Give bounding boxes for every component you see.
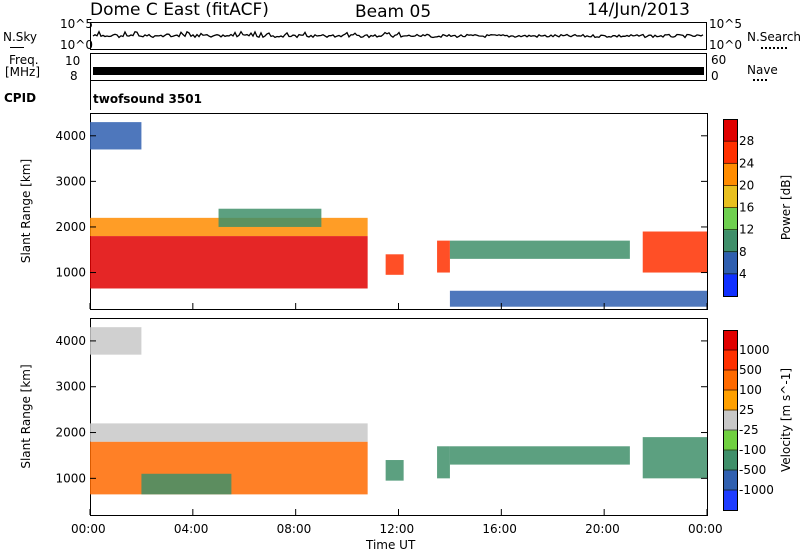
colorbar-tick-label-velocity-4: -25 xyxy=(739,423,759,437)
colorbar-tick-label-velocity-6: -500 xyxy=(739,463,766,477)
colorbar-swatch-velocity-5 xyxy=(723,390,737,411)
x-tick-label-0: 00:00 xyxy=(71,522,106,536)
colorbar-swatch-velocity-2 xyxy=(723,450,737,471)
noise-trace xyxy=(92,30,704,39)
x-tick-label-1: 04:00 xyxy=(173,522,209,536)
y-tick-label-velocity-0: 1000 xyxy=(55,471,86,485)
cpid-label: CPID xyxy=(4,91,37,105)
colorbar-tick-label-velocity-2: 100 xyxy=(739,383,762,397)
colorbar-swatch-velocity-8 xyxy=(723,330,737,351)
y-axis-title-power: Slant Range [km] xyxy=(19,159,33,263)
x-tick-label-3: 12:00 xyxy=(379,522,415,536)
colorbar-swatch-velocity-1 xyxy=(723,470,737,491)
noise-tick-left-high: 10^5 xyxy=(60,17,93,31)
station-title: Dome C East (fitACF) xyxy=(90,0,269,20)
freq-strip xyxy=(90,53,707,81)
colorbar-swatch-velocity-3 xyxy=(723,430,737,451)
nsky-label: N.Sky xyxy=(3,30,38,44)
y-tick-label-power-1: 2000 xyxy=(55,220,86,234)
nave-tick-high: 60 xyxy=(711,53,727,67)
echo-region-power-6 xyxy=(449,240,630,259)
colorbar-swatch-power-5 xyxy=(723,163,737,186)
freq-tick-low: 8 xyxy=(70,69,78,83)
colorbar-swatch-power-7 xyxy=(723,119,737,142)
y-axis-title-velocity: Slant Range [km] xyxy=(19,364,33,468)
colorbar-title-power: Power [dB] xyxy=(779,175,793,240)
noise-tick-right-low: 10^0 xyxy=(709,38,742,52)
colorbar-swatch-velocity-4 xyxy=(723,410,737,431)
colorbar-frame-power xyxy=(723,119,738,297)
nave-label: Nave xyxy=(747,63,778,77)
colorbar-frame-velocity xyxy=(723,330,738,511)
colorbar-tick-label-velocity-0: 1000 xyxy=(739,343,770,357)
colorbar-tick-label-power-6: 28 xyxy=(739,134,754,148)
x-tick-label-4: 16:00 xyxy=(482,522,517,536)
colorbar-tick-label-power-4: 20 xyxy=(739,178,754,192)
y-tick-label-velocity-1: 2000 xyxy=(55,426,86,440)
noise-strip xyxy=(90,22,707,50)
beam-title: Beam 05 xyxy=(355,2,432,22)
echo-region-power-7 xyxy=(642,231,707,273)
echo-region-velocity-6 xyxy=(449,446,630,465)
colorbar-tick-label-velocity-1: 500 xyxy=(739,363,762,377)
x-tick-label-2: 08:00 xyxy=(276,522,312,536)
x-axis-title: Time UT xyxy=(366,538,416,552)
y-tick-label-velocity-3: 4000 xyxy=(55,334,86,348)
colorbar-tick-label-power-2: 12 xyxy=(739,223,754,237)
colorbar-tick-label-power-0: 4 xyxy=(739,267,747,281)
date-title: 14/Jun/2013 xyxy=(587,0,690,20)
colorbar-tick-label-velocity-5: -100 xyxy=(739,443,766,457)
nsearch-label: N.Search xyxy=(747,30,800,44)
y-tick-label-velocity-2: 3000 xyxy=(55,380,86,394)
colorbar-tick-label-power-1: 8 xyxy=(739,245,747,259)
x-tick-label-5: 20:00 xyxy=(585,522,620,536)
echo-region-power-8 xyxy=(449,290,707,307)
x-tick-label-6: 00:00 xyxy=(688,522,723,536)
echo-region-velocity-5 xyxy=(437,446,450,479)
y-tick-label-power-2: 3000 xyxy=(55,174,86,188)
colorbar-swatch-velocity-7 xyxy=(723,350,737,371)
echo-region-power-4 xyxy=(385,254,404,275)
y-tick-label-power-3: 4000 xyxy=(55,129,86,143)
freq-unit-label: [MHz] xyxy=(5,65,41,79)
echo-region-velocity-3 xyxy=(141,473,232,495)
echo-region-power-3 xyxy=(218,208,322,227)
noise-tick-left-low: 10^0 xyxy=(60,38,93,52)
colorbar-swatch-velocity-6 xyxy=(723,370,737,391)
cpid-divider xyxy=(90,81,91,110)
echo-region-power-5 xyxy=(437,240,450,273)
colorbar-swatch-velocity-0 xyxy=(723,490,737,511)
colorbar-swatch-power-2 xyxy=(723,229,737,253)
colorbar-tick-label-power-3: 16 xyxy=(739,201,754,215)
colorbar-swatch-power-6 xyxy=(723,141,737,164)
echo-region-velocity-2 xyxy=(90,423,368,442)
noise-tick-right-high: 10^5 xyxy=(709,17,742,31)
colorbar-swatch-power-0 xyxy=(723,273,737,297)
echo-region-power-1 xyxy=(90,236,368,289)
echo-region-velocity-4 xyxy=(385,460,404,481)
nave-tick-low: 0 xyxy=(711,69,719,83)
colorbar-tick-label-power-5: 24 xyxy=(739,156,754,170)
echo-region-velocity-0 xyxy=(90,327,142,355)
echo-region-power-0 xyxy=(90,122,142,150)
colorbar-swatch-power-1 xyxy=(723,251,737,275)
nsky-line-key xyxy=(10,47,24,48)
freq-label: Freq. xyxy=(9,53,39,67)
freq-tick-high: 10 xyxy=(65,54,81,68)
echo-region-velocity-7 xyxy=(642,437,707,479)
colorbar-tick-label-velocity-7: -1000 xyxy=(739,483,774,497)
freq-trace xyxy=(93,67,704,75)
colorbar-swatch-power-4 xyxy=(723,185,737,208)
nsearch-line-key xyxy=(761,47,787,49)
y-tick-label-power-0: 1000 xyxy=(55,266,86,280)
colorbar-title-velocity: Velocity [m s^-1] xyxy=(779,368,793,472)
cpid-value: twofsound 3501 xyxy=(93,92,202,106)
nave-line-key xyxy=(753,79,767,81)
colorbar-tick-label-velocity-3: 25 xyxy=(739,403,754,417)
colorbar-swatch-power-3 xyxy=(723,207,737,231)
